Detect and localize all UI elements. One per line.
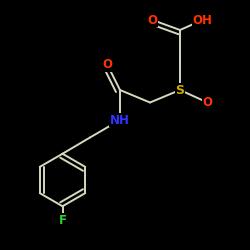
Text: NH: NH (110, 114, 130, 126)
Text: S: S (176, 84, 184, 96)
Text: F: F (58, 214, 66, 226)
Text: OH: OH (192, 14, 212, 26)
Text: O: O (148, 14, 158, 26)
Text: O: O (102, 58, 113, 71)
Text: O: O (202, 96, 212, 109)
